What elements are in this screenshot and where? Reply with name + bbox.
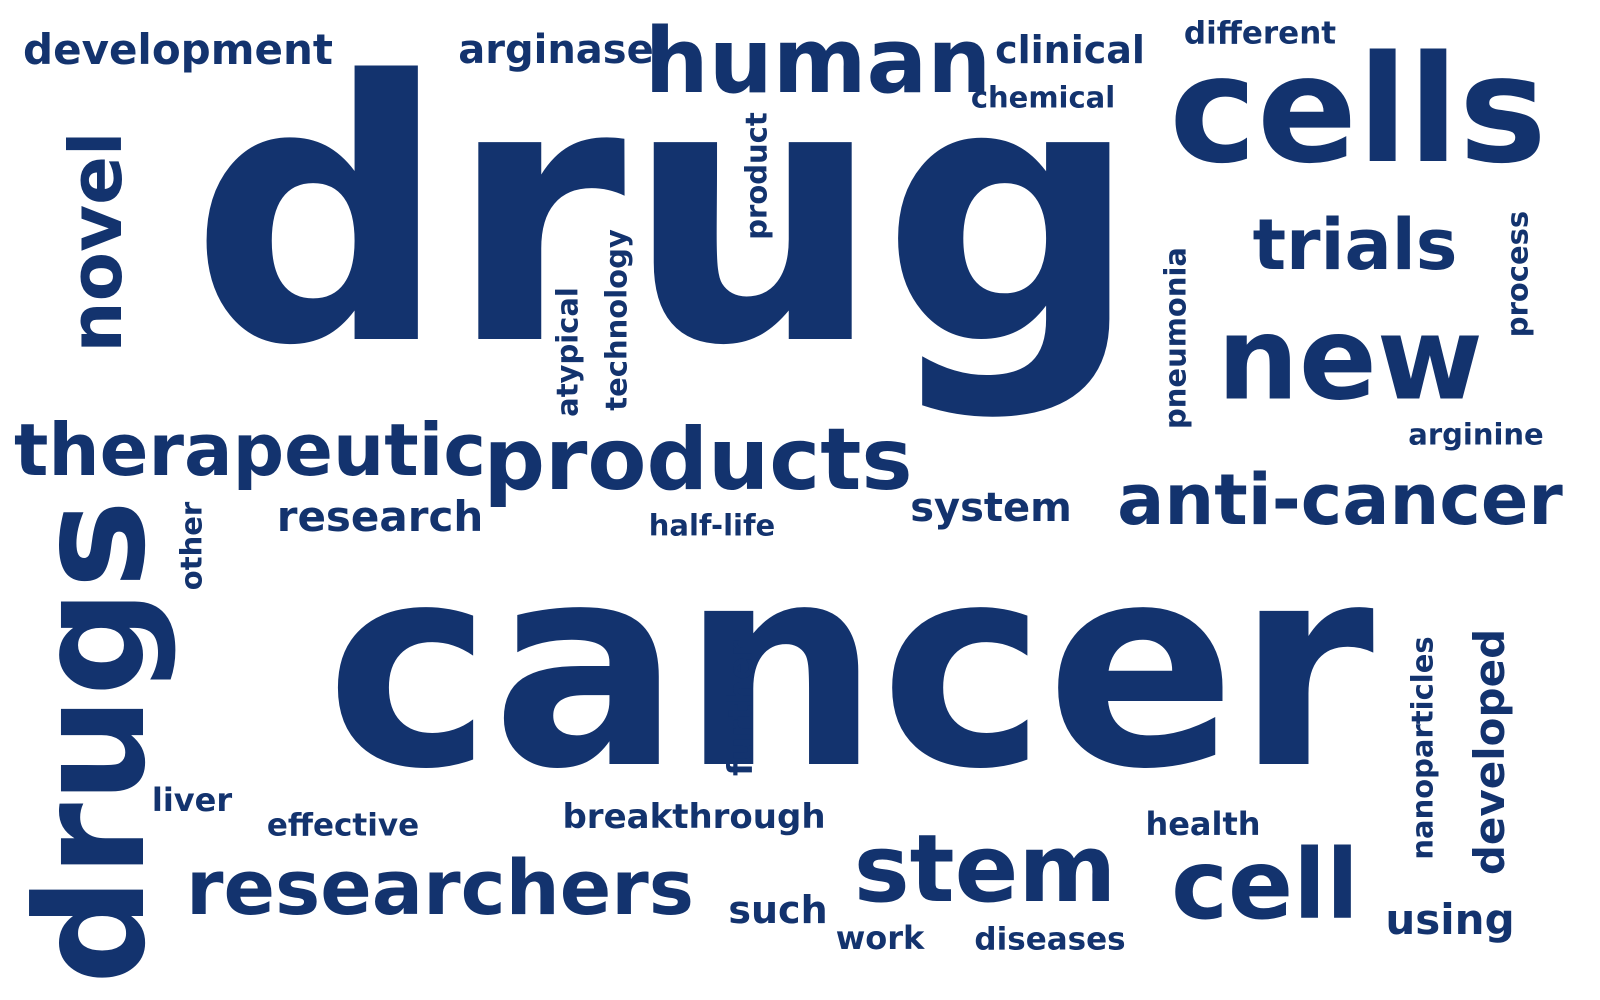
word-therapeutic: therapeutic xyxy=(13,408,487,492)
word-arginase: arginase xyxy=(458,27,654,73)
word-nanoparticles: nanoparticles xyxy=(1405,636,1440,860)
word-anti-cancer: anti-cancer xyxy=(1117,459,1563,541)
word-products: products xyxy=(483,410,913,510)
word-liver: liver xyxy=(151,781,233,819)
word-using: using xyxy=(1385,895,1515,944)
word-atypical: atypical xyxy=(550,287,585,417)
word-cell: cell xyxy=(1171,829,1359,941)
word-clinical: clinical xyxy=(995,28,1145,72)
word-diseases: diseases xyxy=(974,921,1126,958)
word-drug: drug xyxy=(190,5,1140,424)
word-work: work xyxy=(835,919,925,957)
word-trials: trials xyxy=(1252,204,1458,286)
word-developed: developed xyxy=(1465,628,1514,876)
word-product: product xyxy=(739,112,774,240)
word-stem: stem xyxy=(853,815,1117,924)
word-system: system xyxy=(910,485,1072,531)
word-cancer: cancer xyxy=(325,505,1375,831)
word-chemical: chemical xyxy=(970,80,1116,115)
word-human: human xyxy=(644,9,992,114)
word-technology: technology xyxy=(599,229,634,411)
word-breakthrough: breakthrough xyxy=(562,797,826,837)
word-half-life: half-life xyxy=(648,508,776,543)
word-novel: novel xyxy=(54,131,138,353)
word-other: other xyxy=(174,501,209,591)
word-research: research xyxy=(276,492,484,541)
word-researchers: researchers xyxy=(186,843,694,932)
word-health: health xyxy=(1145,805,1261,843)
word-arginine: arginine xyxy=(1408,417,1544,452)
word-effective: effective xyxy=(266,807,420,844)
word-drugs: drugs xyxy=(5,499,179,985)
word-cells: cells xyxy=(1169,24,1547,196)
word-development: development xyxy=(23,25,333,74)
word-new: new xyxy=(1216,292,1484,427)
word-process: process xyxy=(1500,210,1535,338)
word-further: further xyxy=(721,639,761,777)
word-such: such xyxy=(728,888,828,932)
word-different: different xyxy=(1183,15,1337,52)
word-pneumonia: pneumonia xyxy=(1158,246,1193,430)
